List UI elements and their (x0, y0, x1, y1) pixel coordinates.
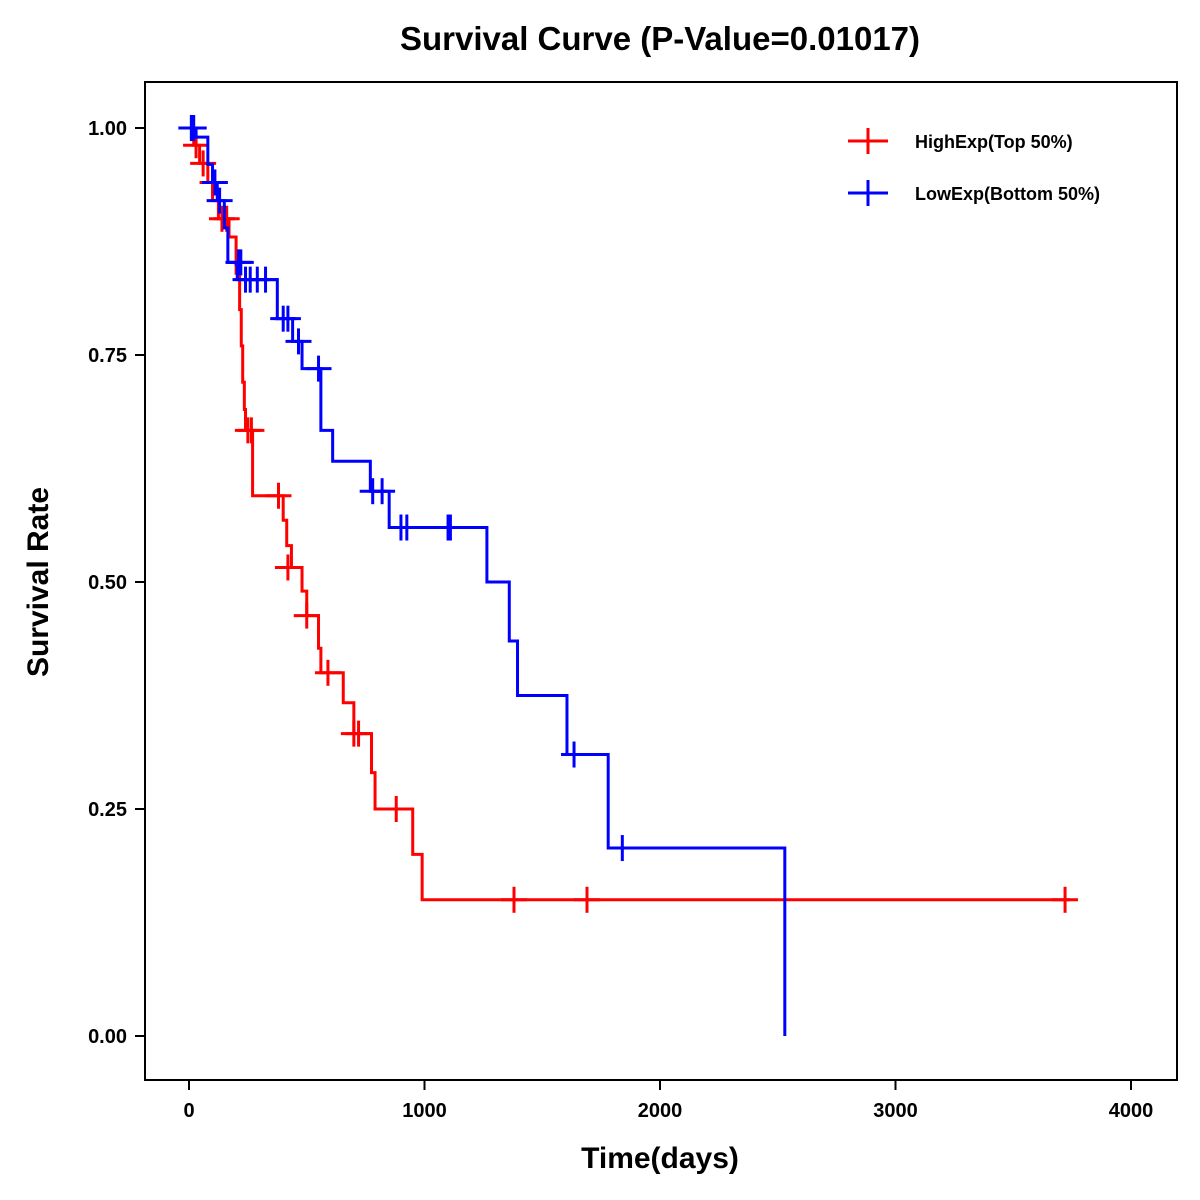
legend-cross-icon (848, 128, 888, 154)
censor-mark (238, 417, 265, 444)
legend-label: HighExp(Top 50%) (915, 132, 1073, 152)
y-tick-label: 0.00 (88, 1026, 127, 1048)
censor-mark (369, 478, 396, 505)
censor-mark (274, 554, 301, 581)
x-tick-label: 1000 (402, 1100, 447, 1122)
x-tick-label: 2000 (638, 1100, 683, 1122)
y-tick-label: 0.25 (88, 799, 127, 821)
censor-mark (609, 835, 636, 862)
series-low-exp (178, 115, 787, 1036)
censor-mark (1052, 886, 1079, 913)
y-tick-label: 0.75 (88, 345, 127, 367)
legend: HighExp(Top 50%) LowExp(Bottom 50%) (848, 128, 1100, 206)
y-tick-label: 1.00 (88, 118, 127, 140)
censor-mark (252, 266, 279, 293)
survival-step-line (189, 126, 1070, 902)
y-axis-label: Survival Rate (22, 487, 55, 677)
y-tick-label: 0.50 (88, 572, 127, 594)
censor-mark (393, 514, 420, 541)
series-layer (178, 115, 1079, 1036)
x-tick-label: 4000 (1109, 1100, 1154, 1122)
x-axis-label: Time(days) (581, 1142, 739, 1175)
legend-item: LowExp(Bottom 50%) (848, 180, 1100, 206)
censor-mark (180, 115, 207, 141)
censor-mark (573, 886, 600, 913)
plot-frame (144, 81, 1178, 1081)
legend-item: HighExp(Top 50%) (848, 128, 1073, 154)
y-axis: 0.00 0.25 0.50 0.75 1.00 (88, 118, 145, 1048)
x-tick-label: 0 (183, 1100, 194, 1122)
x-tick-label: 3000 (873, 1100, 918, 1122)
chart-title: Survival Curve (P-Value=0.01017) (400, 20, 920, 57)
censor-mark (285, 328, 312, 355)
censor-mark (227, 249, 254, 276)
censor-mark (293, 602, 320, 629)
censor-mark (437, 514, 464, 541)
series-high-exp (183, 126, 1079, 913)
censor-mark (201, 169, 228, 196)
legend-cross-icon (848, 180, 888, 206)
censor-mark (500, 886, 527, 913)
censor-mark (383, 796, 410, 822)
legend-label: LowExp(Bottom 50%) (915, 184, 1100, 204)
censor-mark (305, 355, 332, 382)
censor-mark (206, 187, 233, 214)
censor-mark (265, 482, 292, 509)
censor-mark (345, 720, 372, 747)
censor-mark (561, 741, 588, 768)
censor-mark (274, 305, 301, 332)
censor-mark (314, 659, 341, 686)
x-axis: 0 1000 2000 3000 4000 (183, 1080, 1153, 1122)
